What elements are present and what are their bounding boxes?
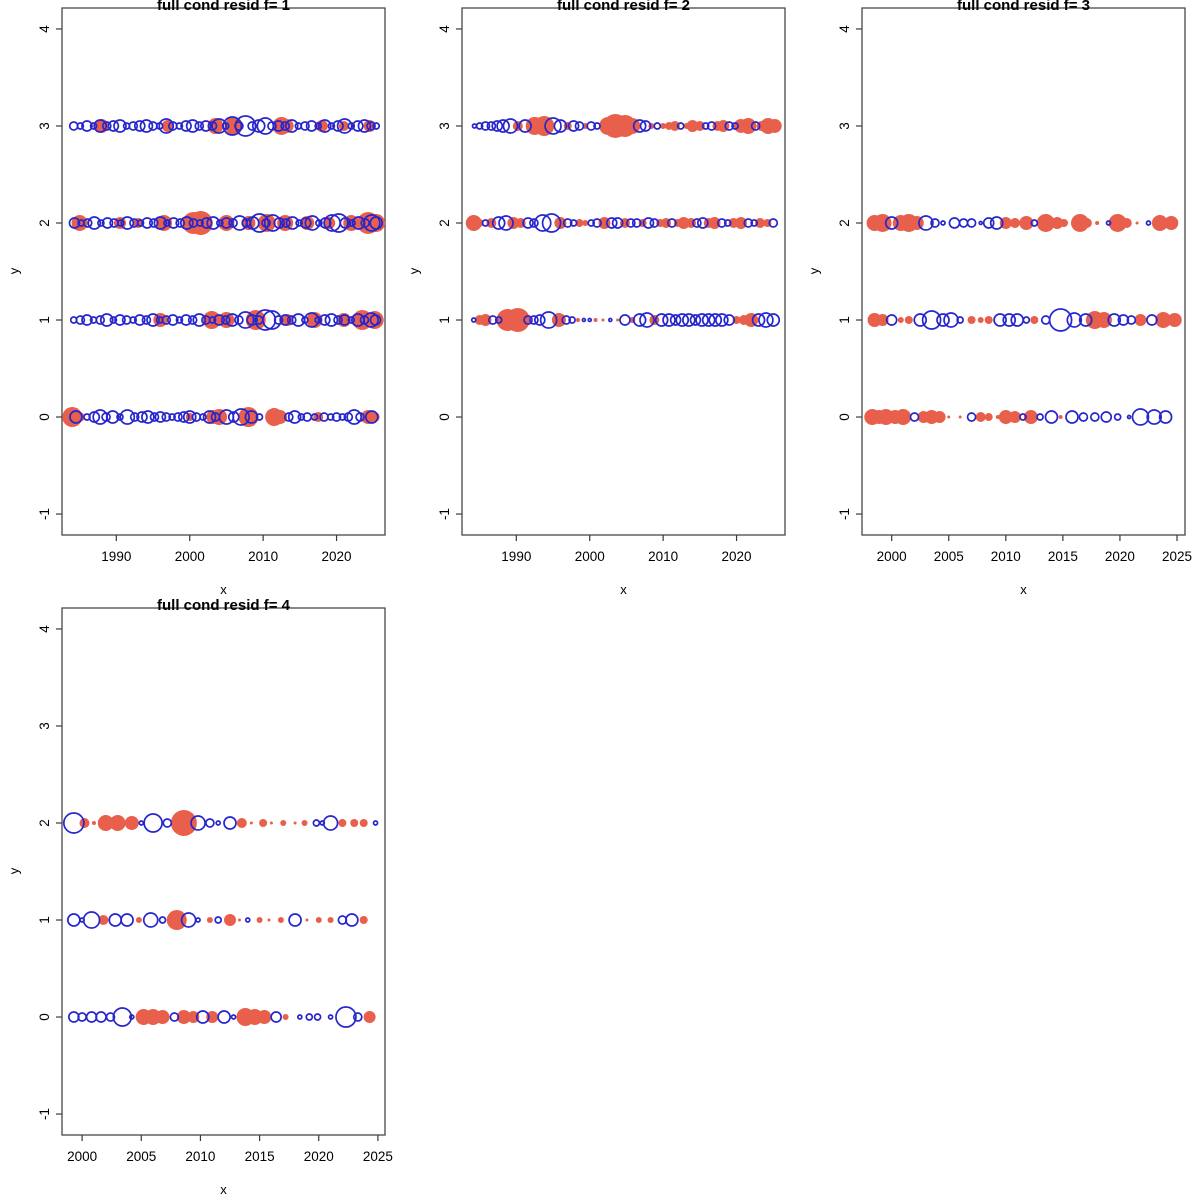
svg-text:4: 4	[837, 25, 852, 33]
svg-text:4: 4	[37, 625, 52, 633]
svg-text:0: 0	[837, 413, 852, 421]
svg-text:2000: 2000	[175, 549, 205, 564]
plot-canvas-f2: 1990 2000 2010 2020 -1 0 1 2 3 4	[437, 7, 786, 564]
svg-text:2020: 2020	[322, 549, 352, 564]
svg-text:2000: 2000	[877, 549, 907, 564]
x-axis-label-f1: x	[220, 582, 227, 597]
svg-text:2005: 2005	[934, 549, 964, 564]
svg-text:1: 1	[437, 316, 452, 324]
svg-text:1: 1	[837, 316, 852, 324]
svg-text:0: 0	[37, 413, 52, 421]
svg-text:2: 2	[37, 219, 52, 227]
svg-text:3: 3	[837, 122, 852, 130]
plot-canvas-f1: 1990 2000 2010 2020 -1 0 1 2 3 4	[37, 7, 386, 564]
svg-text:2: 2	[437, 219, 452, 227]
panel-f3: 2000 2005 2010 2015 2020 2025 -1 0 1 2 3 4 full con…	[800, 0, 1200, 600]
y-axis-label-f3: y	[806, 267, 822, 275]
svg-text:1990: 1990	[101, 549, 131, 564]
y-axis-label-f4: y	[6, 867, 22, 875]
panel-f2: 1990 2000 2010 2020 -1 0 1 2 3 4 full cond resid …	[400, 0, 800, 600]
panel-title-f4: full cond resid f= 4	[157, 597, 290, 614]
svg-text:2020: 2020	[304, 1149, 334, 1164]
svg-text:-1: -1	[37, 508, 52, 520]
svg-text:2: 2	[37, 819, 52, 827]
svg-text:-1: -1	[437, 508, 452, 520]
svg-text:-1: -1	[837, 508, 852, 520]
svg-text:2010: 2010	[185, 1149, 215, 1164]
svg-text:1: 1	[37, 316, 52, 324]
svg-text:2015: 2015	[1048, 549, 1078, 564]
plot-canvas-f4: 2000 2005 2010 2015 2020 2025 -1 0 1 2 3 4	[37, 607, 393, 1164]
svg-text:2025: 2025	[363, 1149, 393, 1164]
svg-text:3: 3	[37, 722, 52, 730]
svg-text:2020: 2020	[1105, 549, 1135, 564]
svg-text:-1: -1	[37, 1108, 52, 1120]
svg-text:2015: 2015	[245, 1149, 275, 1164]
plot-canvas-f3: 2000 2005 2010 2015 2020 2025 -1 0 1 2 3 4	[837, 7, 1192, 564]
svg-text:4: 4	[37, 25, 52, 33]
x-axis-label-f3: x	[1020, 582, 1027, 597]
svg-text:1990: 1990	[501, 549, 531, 564]
x-axis-label-f4: x	[220, 1182, 227, 1197]
panel-f4: 2000 2005 2010 2015 2020 2025 -1 0 1 2 3 4 full con…	[0, 597, 400, 1200]
svg-text:2025: 2025	[1162, 549, 1192, 564]
svg-text:0: 0	[437, 413, 452, 421]
x-axis-label-f2: x	[620, 582, 627, 597]
svg-text:2000: 2000	[575, 549, 605, 564]
svg-text:2005: 2005	[126, 1149, 156, 1164]
y-axis-label-f1: y	[6, 267, 22, 275]
svg-text:2: 2	[837, 219, 852, 227]
y-axis-label-f2: y	[406, 267, 422, 275]
panel-title-f3: full cond resid f= 3	[957, 0, 1090, 14]
svg-text:0: 0	[37, 1013, 52, 1021]
svg-text:2010: 2010	[648, 549, 678, 564]
svg-text:1: 1	[37, 916, 52, 924]
svg-text:3: 3	[437, 122, 452, 130]
panel-title-f2: full cond resid f= 2	[557, 0, 690, 14]
svg-text:2010: 2010	[248, 549, 278, 564]
svg-text:2010: 2010	[991, 549, 1021, 564]
svg-text:2000: 2000	[67, 1149, 97, 1164]
svg-text:2020: 2020	[722, 549, 752, 564]
panel-title-f1: full cond resid f= 1	[157, 0, 290, 14]
svg-text:4: 4	[437, 25, 452, 33]
panel-f1: 1990 2000 2010 2020 -1 0 1 2 3 4 full cond resid …	[0, 0, 400, 600]
svg-text:3: 3	[37, 122, 52, 130]
